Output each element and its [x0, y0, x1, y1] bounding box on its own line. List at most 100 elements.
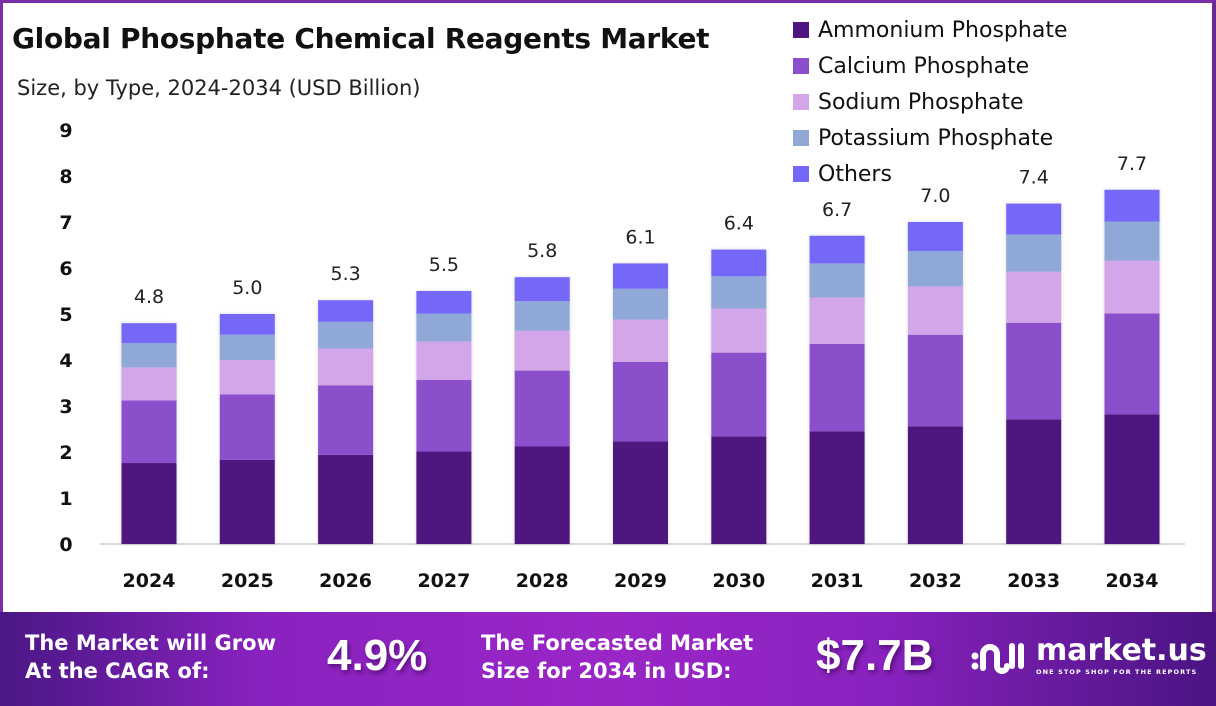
- total-label: 5.5: [429, 254, 459, 276]
- bar-segment-ammonium-phosphate-2031: [809, 431, 865, 544]
- bar-segment-ammonium-phosphate-2025: [219, 459, 275, 544]
- total-label: 5.0: [232, 277, 262, 299]
- bar-stack-2032: [907, 222, 963, 544]
- legend: Ammonium Phosphate Calcium Phosphate Sod…: [793, 12, 1067, 192]
- footer-banner: The Market will Grow At the CAGR of: 4.9…: [0, 612, 1216, 706]
- logo-tagline: ONE STOP SHOP FOR THE REPORTS: [1036, 668, 1198, 676]
- bar-segment-potassium-phosphate-2024: [121, 342, 177, 368]
- y-axis: 0 1 2 3 4 5 6 7 8 9: [59, 120, 72, 556]
- legend-swatch-calcium: [793, 58, 809, 74]
- bar-segment-calcium-phosphate-2032: [907, 334, 963, 427]
- bar-segment-potassium-phosphate-2025: [219, 334, 275, 360]
- logo-name: market.us: [1036, 633, 1207, 668]
- total-label: 7.0: [920, 185, 950, 207]
- legend-swatch-ammonium: [793, 22, 809, 38]
- legend-label-calcium: Calcium Phosphate: [818, 53, 1030, 79]
- x-tick-label: 2033: [1007, 570, 1060, 592]
- x-tick-label: 2034: [1106, 570, 1159, 592]
- bar-segment-potassium-phosphate-2032: [907, 250, 963, 287]
- legend-item-sodium: Sodium Phosphate: [793, 84, 1067, 120]
- market-us-logo-text: market.us ONE STOP SHOP FOR THE REPORTS: [1036, 633, 1207, 677]
- total-label: 7.4: [1019, 167, 1049, 189]
- bar-segment-sodium-phosphate-2034: [1104, 260, 1160, 314]
- bar-segment-calcium-phosphate-2030: [711, 352, 767, 437]
- bar-stack-2029: [613, 263, 668, 544]
- forecast-text: The Forecasted Market Size for 2034 in U…: [481, 629, 753, 685]
- x-tick-label: 2024: [123, 570, 176, 592]
- total-label: 4.8: [134, 286, 164, 308]
- bar-segment-sodium-phosphate-2033: [1006, 271, 1062, 323]
- bar-stack-2026: [318, 300, 374, 544]
- bar-stack-2034: [1104, 189, 1160, 544]
- cagr-text-line2: At the CAGR of:: [25, 659, 210, 683]
- legend-swatch-sodium: [793, 94, 809, 110]
- bar-segment-ammonium-phosphate-2033: [1006, 419, 1062, 544]
- bar-segment-calcium-phosphate-2025: [219, 394, 275, 460]
- bar-stack-2025: [219, 314, 275, 544]
- bar-stack-2028: [514, 277, 570, 544]
- bar-segment-ammonium-phosphate-2028: [514, 446, 570, 544]
- bar-segment-sodium-phosphate-2024: [121, 367, 177, 401]
- bar-segment-sodium-phosphate-2025: [219, 360, 275, 395]
- y-tick-label: 3: [59, 396, 72, 418]
- legend-item-ammonium: Ammonium Phosphate: [793, 12, 1067, 48]
- legend-item-potassium: Potassium Phosphate: [793, 120, 1067, 156]
- bar-segment-calcium-phosphate-2027: [416, 379, 472, 452]
- y-tick-label: 6: [59, 258, 72, 280]
- x-tick-label: 2032: [909, 570, 962, 592]
- legend-item-others: Others: [793, 156, 1067, 192]
- y-tick-label: 2: [59, 442, 72, 464]
- bar-segment-ammonium-phosphate-2027: [416, 451, 472, 544]
- market-us-logo: market.us ONE STOP SHOP FOR THE REPORTS: [970, 636, 1207, 676]
- bar-segment-others-2025: [219, 314, 275, 335]
- bar-segment-sodium-phosphate-2031: [809, 297, 865, 344]
- bar-segment-others-2034: [1104, 189, 1160, 222]
- forecast-text-line1: The Forecasted Market: [481, 631, 754, 655]
- bar-segment-potassium-phosphate-2029: [613, 288, 668, 320]
- x-tick-label: 2027: [417, 570, 470, 592]
- y-tick-label: 7: [59, 212, 72, 234]
- y-tick-label: 0: [59, 534, 72, 556]
- forecast-text-line2: Size for 2034 in USD:: [481, 659, 732, 683]
- legend-swatch-potassium: [793, 130, 809, 146]
- chart-subtitle: Size, by Type, 2024-2034 (USD Billion): [17, 76, 421, 100]
- bar-segment-potassium-phosphate-2034: [1104, 221, 1160, 261]
- bar-segment-potassium-phosphate-2026: [318, 321, 374, 349]
- total-label: 5.3: [330, 263, 360, 285]
- total-label: 7.7: [1117, 153, 1147, 175]
- bar-segment-others-2032: [907, 222, 963, 251]
- total-label: 6.4: [724, 213, 754, 235]
- x-tick-label: 2031: [811, 570, 864, 592]
- bar-segment-ammonium-phosphate-2032: [907, 426, 963, 544]
- total-labels: 4.8 5.0 5.3 5.5 5.8 6.1 6.4 6.7 7.0 7.4 7.7: [134, 153, 1147, 308]
- x-tick-label: 2030: [712, 570, 765, 592]
- legend-label-sodium: Sodium Phosphate: [818, 89, 1024, 115]
- bar-segment-calcium-phosphate-2033: [1006, 322, 1062, 420]
- bar-segment-others-2024: [121, 323, 177, 343]
- bar-segment-others-2030: [711, 249, 767, 277]
- bar-segment-ammonium-phosphate-2030: [711, 436, 767, 544]
- bar-segment-sodium-phosphate-2026: [318, 348, 374, 386]
- cagr-text-line1: The Market will Grow: [25, 631, 276, 655]
- bar-segment-calcium-phosphate-2024: [121, 400, 177, 464]
- bar-segment-ammonium-phosphate-2034: [1104, 414, 1160, 544]
- bar-segment-potassium-phosphate-2030: [711, 276, 767, 309]
- bar-segment-potassium-phosphate-2027: [416, 313, 472, 342]
- forecast-value: $7.7B: [816, 631, 934, 680]
- bar-segment-others-2026: [318, 300, 374, 322]
- cagr-text: The Market will Grow At the CAGR of:: [25, 629, 276, 685]
- bar-segment-ammonium-phosphate-2029: [613, 441, 668, 544]
- bar-segment-others-2029: [613, 263, 668, 289]
- total-label: 6.7: [822, 199, 852, 221]
- legend-label-ammonium: Ammonium Phosphate: [818, 17, 1068, 43]
- bar-stack-2024: [121, 323, 177, 544]
- legend-label-potassium: Potassium Phosphate: [818, 125, 1054, 151]
- bar-segment-ammonium-phosphate-2024: [121, 463, 177, 544]
- bar-stack-2027: [416, 291, 472, 544]
- legend-item-calcium: Calcium Phosphate: [793, 48, 1067, 84]
- bar-segment-potassium-phosphate-2031: [809, 263, 865, 298]
- y-tick-label: 5: [59, 304, 72, 326]
- bar-segment-sodium-phosphate-2030: [711, 308, 767, 353]
- bars: [121, 189, 1160, 544]
- bar-stack-2033: [1006, 203, 1062, 544]
